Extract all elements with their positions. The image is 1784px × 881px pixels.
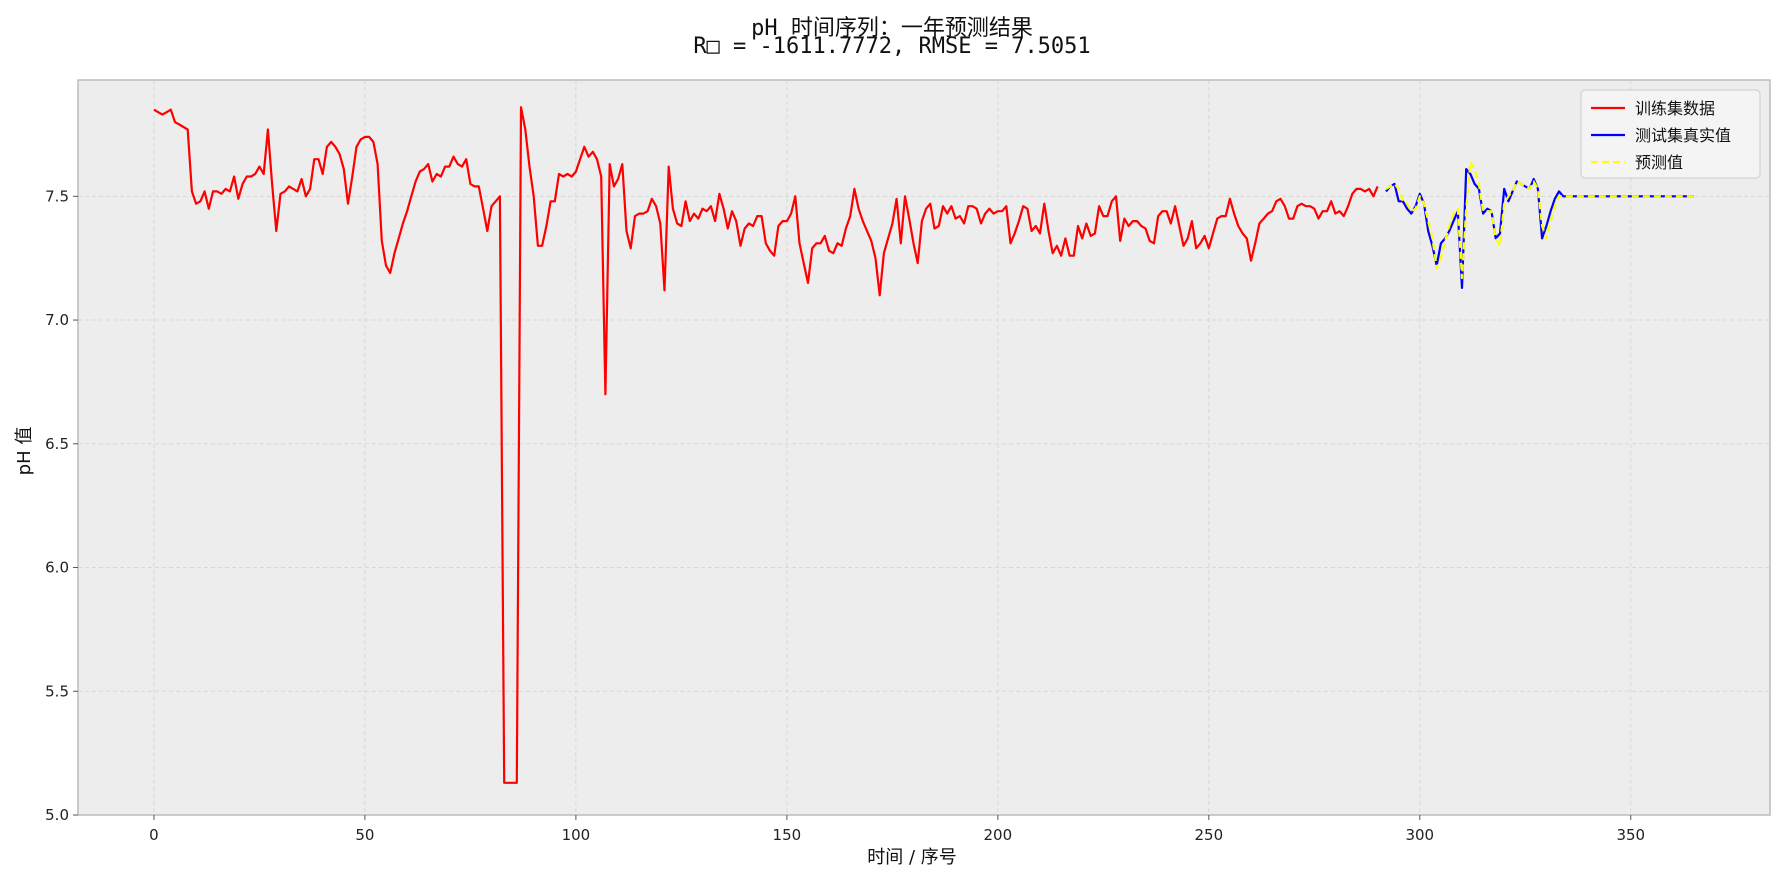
x-tick-label: 50 xyxy=(355,826,374,844)
y-tick-label: 5.0 xyxy=(45,806,69,824)
y-axis-label: pH 值 xyxy=(14,426,35,476)
x-tick-label: 0 xyxy=(149,826,159,844)
series-layer xyxy=(153,106,1694,784)
plot-area xyxy=(78,80,1770,815)
x-tick-label: 150 xyxy=(773,826,802,844)
plot-frame xyxy=(77,79,1771,816)
x-tick-label: 250 xyxy=(1194,826,1223,844)
x-tick-label: 100 xyxy=(562,826,591,844)
legend-entry-label: 测试集真实值 xyxy=(1635,126,1731,145)
chart-subtitle: R□ = -1611.7772, RMSE = 7.5051 xyxy=(693,34,1091,59)
tick-layer: 0 50 100 150 200 250 300 350 5.0 5.5 6.0 6.5 7.0 7.5 xyxy=(45,187,1645,844)
x-axis-label: 时间 / 序号 xyxy=(867,847,957,868)
train-series-line xyxy=(153,106,1379,784)
x-tick-label: 300 xyxy=(1405,826,1434,844)
y-tick-label: 7.0 xyxy=(45,311,69,329)
y-tick-label: 7.5 xyxy=(45,187,69,205)
legend-entry-label: 训练集数据 xyxy=(1635,99,1715,118)
x-tick-label: 350 xyxy=(1616,826,1645,844)
prediction-series-line xyxy=(1385,160,1694,280)
y-tick-label: 6.0 xyxy=(45,559,69,577)
legend-entry-label: 预测值 xyxy=(1635,153,1683,172)
x-tick-label: 200 xyxy=(984,826,1013,844)
grid-lines xyxy=(78,80,1770,816)
chart-title: pH 时间序列：一年预测结果 xyxy=(751,16,1033,41)
y-tick-label: 5.5 xyxy=(45,682,69,700)
legend-box xyxy=(1580,89,1761,179)
y-tick-label: 6.5 xyxy=(45,435,69,453)
